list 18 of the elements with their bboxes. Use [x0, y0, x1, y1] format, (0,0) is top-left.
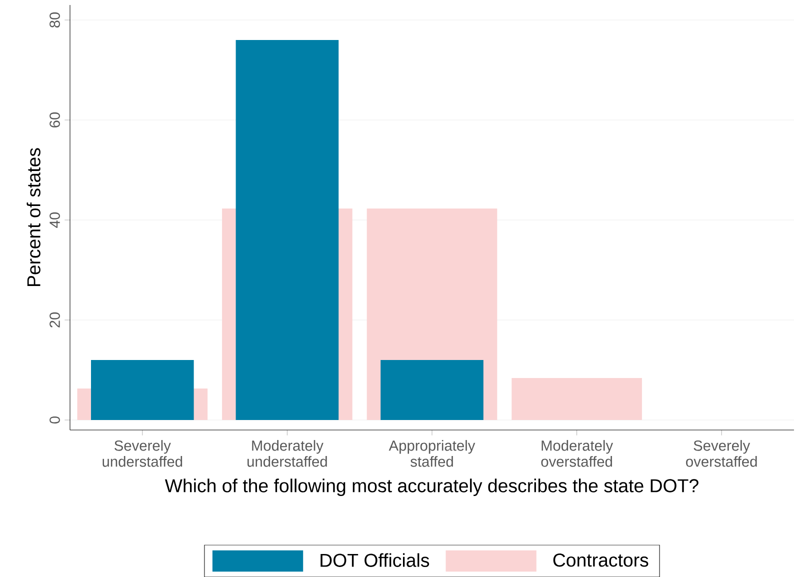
bar	[512, 378, 642, 420]
y-tick-label: 0	[50, 416, 60, 424]
x-tick-label: Moderately overstaffed	[541, 440, 614, 467]
x-tick-label: Severely understaffed	[102, 440, 182, 467]
bar	[380, 360, 484, 420]
bar	[236, 40, 339, 420]
legend-label: Contractors	[553, 553, 648, 567]
y-tick-label: 80	[50, 12, 60, 28]
y-tick-label: 20	[50, 312, 60, 328]
x-axis-title: Which of the following most accurately describes the state DOT?	[164, 478, 698, 496]
y-tick-label: 60	[50, 112, 60, 128]
y-tick-label: 40	[50, 212, 60, 228]
y-axis-title: Percent of states	[26, 148, 40, 286]
x-tick-label: Severely overstaffed	[686, 440, 757, 467]
x-tick-label: Moderately understaffed	[248, 440, 327, 467]
bar	[91, 360, 194, 420]
legend-label: DOT Officials	[320, 553, 430, 567]
x-tick-label: Appropriately staffed	[388, 440, 476, 467]
